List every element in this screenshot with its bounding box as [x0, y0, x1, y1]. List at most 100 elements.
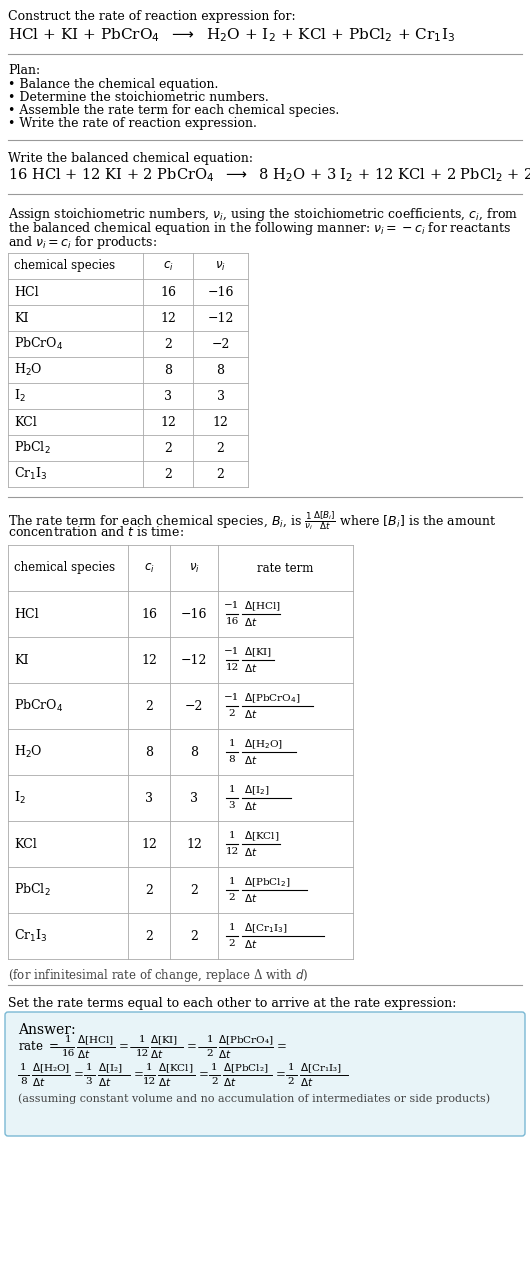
Text: Assign stoichiometric numbers, $\nu_i$, using the stoichiometric coefficients, $: Assign stoichiometric numbers, $\nu_i$, … — [8, 206, 518, 224]
Text: 8: 8 — [164, 363, 172, 376]
Text: PbCrO$_4$: PbCrO$_4$ — [14, 337, 63, 352]
Text: 16: 16 — [141, 607, 157, 621]
Text: 8: 8 — [145, 745, 153, 758]
Text: • Assemble the rate term for each chemical species.: • Assemble the rate term for each chemic… — [8, 104, 339, 117]
Text: $\Delta$[Cr$_1$I$_3$]: $\Delta$[Cr$_1$I$_3$] — [244, 921, 287, 935]
Text: =: = — [276, 1068, 285, 1082]
Text: =: = — [199, 1068, 209, 1082]
Text: HCl + KI + PbCrO$_4$  $\longrightarrow$  H$_2$O + I$_2$ + KCl + PbCl$_2$ + Cr$_1: HCl + KI + PbCrO$_4$ $\longrightarrow$ H… — [8, 25, 455, 43]
Text: 3: 3 — [145, 791, 153, 804]
Text: 12: 12 — [186, 837, 202, 851]
Text: $\Delta$[KCl]: $\Delta$[KCl] — [157, 1062, 193, 1074]
Text: $\Delta t$: $\Delta t$ — [244, 707, 258, 720]
Text: the balanced chemical equation in the following manner: $\nu_i = -c_i$ for react: the balanced chemical equation in the fo… — [8, 220, 511, 237]
Text: $\Delta t$: $\Delta t$ — [244, 939, 258, 950]
Text: $\Delta t$: $\Delta t$ — [98, 1076, 111, 1088]
Text: 2: 2 — [217, 442, 224, 455]
Text: 2: 2 — [228, 710, 235, 719]
Text: $\Delta$[H₂O]: $\Delta$[H₂O] — [32, 1062, 70, 1074]
Text: −: − — [55, 1040, 65, 1054]
Text: HCl: HCl — [14, 286, 39, 298]
Text: PbCl$_2$: PbCl$_2$ — [14, 881, 51, 898]
Text: 12: 12 — [225, 663, 238, 673]
Text: KI: KI — [14, 311, 29, 325]
Text: KCl: KCl — [14, 415, 37, 428]
Text: $\Delta$[I$_2$]: $\Delta$[I$_2$] — [244, 784, 270, 796]
Text: 2: 2 — [164, 467, 172, 480]
Text: 2: 2 — [288, 1077, 294, 1087]
Text: 1: 1 — [288, 1063, 294, 1072]
Text: $\Delta$[PbCrO$_4$]: $\Delta$[PbCrO$_4$] — [244, 691, 301, 705]
Text: 2: 2 — [217, 467, 224, 480]
Text: $c_i$: $c_i$ — [144, 561, 154, 574]
Text: −12: −12 — [207, 311, 234, 325]
Text: I$_2$: I$_2$ — [14, 790, 25, 806]
Text: 3: 3 — [190, 791, 198, 804]
Text: 2: 2 — [211, 1077, 218, 1087]
Text: Cr$_1$I$_3$: Cr$_1$I$_3$ — [14, 466, 48, 483]
Text: 2: 2 — [228, 894, 235, 903]
Text: −2: −2 — [185, 700, 203, 712]
Text: $\Delta$[I₂]: $\Delta$[I₂] — [98, 1062, 122, 1074]
Text: −: − — [197, 1040, 206, 1054]
Text: chemical species: chemical species — [14, 259, 115, 273]
Text: $\Delta$[H$_2$O]: $\Delta$[H$_2$O] — [244, 737, 283, 751]
Text: $\Delta t$: $\Delta t$ — [77, 1048, 91, 1060]
Text: PbCl$_2$: PbCl$_2$ — [14, 439, 51, 456]
Text: 2: 2 — [145, 930, 153, 942]
Text: H$_2$O: H$_2$O — [14, 744, 42, 759]
Text: KCl: KCl — [14, 837, 37, 851]
Text: 1: 1 — [228, 739, 235, 748]
Text: $\Delta$[KI]: $\Delta$[KI] — [244, 645, 272, 659]
Text: chemical species: chemical species — [14, 561, 115, 574]
Text: 8: 8 — [216, 363, 225, 376]
Text: $\Delta$[PbCl$_2$]: $\Delta$[PbCl$_2$] — [244, 875, 290, 889]
Text: −16: −16 — [181, 607, 207, 621]
Text: Write the balanced chemical equation:: Write the balanced chemical equation: — [8, 152, 253, 165]
Text: 12: 12 — [143, 1077, 156, 1087]
Text: concentration and $t$ is time:: concentration and $t$ is time: — [8, 525, 184, 538]
Text: 3: 3 — [216, 390, 225, 403]
Text: $\Delta t$: $\Delta t$ — [151, 1048, 164, 1060]
Text: 1: 1 — [228, 878, 235, 886]
Text: 3: 3 — [86, 1077, 92, 1087]
Text: =: = — [119, 1040, 128, 1054]
Text: 1: 1 — [20, 1063, 27, 1072]
Text: 1: 1 — [65, 1035, 72, 1044]
Text: $\Delta$[PbCl₂]: $\Delta$[PbCl₂] — [223, 1062, 268, 1074]
Text: 2: 2 — [145, 884, 153, 897]
Text: (assuming constant volume and no accumulation of intermediates or side products): (assuming constant volume and no accumul… — [18, 1093, 490, 1104]
Text: $\Delta t$: $\Delta t$ — [32, 1076, 46, 1088]
Text: Cr$_1$I$_3$: Cr$_1$I$_3$ — [14, 928, 48, 944]
Text: $\Delta$[KCl]: $\Delta$[KCl] — [244, 829, 279, 843]
Text: (for infinitesimal rate of change, replace Δ with $d$): (for infinitesimal rate of change, repla… — [8, 966, 308, 984]
Text: 12: 12 — [213, 415, 228, 428]
Text: 3: 3 — [164, 390, 172, 403]
Text: 2: 2 — [190, 884, 198, 897]
Text: 1: 1 — [146, 1063, 152, 1072]
Text: • Determine the stoichiometric numbers.: • Determine the stoichiometric numbers. — [8, 91, 269, 104]
Text: 1: 1 — [211, 1063, 218, 1072]
Text: $\Delta t$: $\Delta t$ — [244, 754, 258, 766]
Text: $\Delta$[HCl]: $\Delta$[HCl] — [77, 1034, 114, 1046]
Text: Construct the rate of reaction expression for:: Construct the rate of reaction expressio… — [8, 10, 296, 23]
Text: 16: 16 — [225, 617, 238, 626]
Text: 8: 8 — [228, 756, 235, 765]
FancyBboxPatch shape — [5, 1012, 525, 1135]
Text: 12: 12 — [160, 415, 176, 428]
Text: 1: 1 — [228, 786, 235, 795]
Text: −2: −2 — [211, 338, 229, 351]
Text: 12: 12 — [160, 311, 176, 325]
Text: 1: 1 — [139, 1035, 145, 1044]
Text: Plan:: Plan: — [8, 64, 40, 77]
Text: −: − — [128, 1040, 138, 1054]
Text: 12: 12 — [135, 1049, 148, 1058]
Text: 2: 2 — [228, 940, 235, 949]
Bar — [8, 253, 248, 486]
Text: 12: 12 — [141, 837, 157, 851]
Text: 2: 2 — [164, 442, 172, 455]
Text: $\Delta t$: $\Delta t$ — [244, 800, 258, 812]
Text: $\Delta t$: $\Delta t$ — [244, 662, 258, 674]
Text: $\Delta$[KI]: $\Delta$[KI] — [151, 1034, 179, 1046]
Bar — [8, 545, 353, 959]
